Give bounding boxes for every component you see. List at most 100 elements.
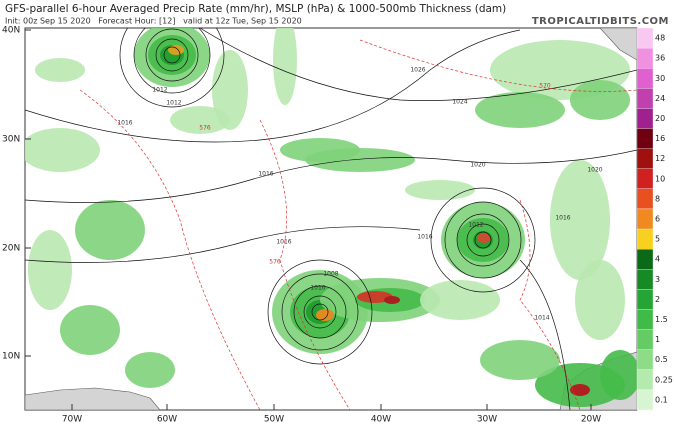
colorbar-swatch	[636, 188, 654, 210]
colorbar-label: 0.1	[655, 395, 668, 404]
colorbar-label: 12	[655, 154, 665, 163]
colorbar-label: 2	[655, 295, 660, 304]
precip-area	[480, 340, 560, 380]
colorbar-swatch	[636, 289, 654, 310]
contour-label: 1024	[452, 99, 467, 106]
contour-label: 1012	[468, 222, 483, 229]
colorbar-label: 1	[655, 335, 660, 344]
isobar	[303, 295, 337, 329]
precip-area	[125, 352, 175, 388]
contour-label: 1012	[152, 87, 167, 94]
colorbar-label: 10	[655, 174, 665, 183]
isobar	[25, 29, 521, 143]
precip-area	[28, 230, 72, 310]
isobar	[155, 38, 189, 72]
colorbar-label: 5	[655, 235, 660, 244]
precip-area	[305, 148, 415, 172]
heavy-precip	[384, 296, 400, 304]
isobar	[444, 201, 522, 279]
isobar	[466, 223, 500, 257]
colorbar-swatch	[636, 369, 654, 391]
colorbar-swatch	[636, 128, 654, 149]
land	[599, 28, 637, 61]
precip-area	[25, 128, 100, 172]
contour-label: 1016	[276, 239, 291, 246]
site-name: TROPICALTIDBITS.COM	[532, 16, 669, 27]
contour-label: 1016	[555, 215, 570, 222]
latitude-label: 10N	[2, 352, 20, 362]
colorbar-swatch	[636, 349, 654, 370]
colorbar-swatch	[636, 208, 654, 230]
colorbar-label: 3	[655, 275, 660, 284]
isobar	[145, 28, 199, 82]
colorbar-label: 0.25	[655, 375, 673, 384]
colorbar-swatch	[636, 168, 654, 189]
colorbar-swatch	[636, 269, 654, 290]
contour-label: 1016	[117, 120, 132, 127]
thickness-line	[519, 199, 581, 410]
contour-label: 1016	[258, 171, 273, 178]
isobar	[293, 285, 347, 339]
precip-area	[170, 106, 230, 134]
thickness-line	[259, 119, 351, 410]
heavy-precip	[316, 309, 334, 321]
precip-area	[475, 92, 565, 128]
isobar	[119, 28, 225, 108]
precip-area	[75, 200, 145, 260]
precip-area	[35, 58, 85, 82]
precip-area	[212, 50, 248, 130]
isobar	[311, 303, 329, 321]
contour-label: 1014	[534, 315, 549, 322]
isobar	[281, 273, 359, 351]
contour-label: 1020	[470, 162, 485, 169]
colorbar-label: 16	[655, 134, 665, 143]
contour-label: 1010	[310, 285, 325, 292]
precip-area	[273, 28, 297, 105]
contour-label: 576	[269, 259, 281, 266]
thickness-line	[79, 89, 261, 410]
isobar	[25, 226, 421, 263]
heavy-precip	[570, 384, 590, 396]
colorbar-swatch	[636, 309, 654, 330]
heavy-precip	[477, 233, 491, 243]
isobar	[25, 149, 637, 203]
contour-label: 570	[539, 83, 551, 90]
isobar	[267, 259, 373, 365]
isobar	[456, 213, 510, 267]
isobar	[199, 28, 637, 101]
colorbar-swatch	[636, 88, 654, 109]
precip-area	[575, 260, 625, 340]
isobar	[133, 28, 211, 94]
colorbar-swatch	[636, 148, 654, 169]
contour-label: 1026	[410, 67, 425, 74]
land	[25, 387, 161, 410]
heavy-precip	[168, 45, 184, 55]
longitude-label: 20W	[581, 415, 601, 425]
isobar	[163, 46, 181, 64]
colorbar-label: 48	[655, 34, 665, 43]
colorbar-label: 1.5	[655, 315, 668, 324]
colorbar-label: 6	[655, 215, 660, 224]
longitude-label: 70W	[62, 415, 82, 425]
map-title: GFS-parallel 6-hour Averaged Precip Rate…	[5, 3, 506, 15]
colorbar-swatch	[636, 108, 654, 129]
colorbar-label: 8	[655, 194, 660, 203]
latitude-label: 40N	[2, 26, 20, 36]
precip-area	[570, 80, 630, 120]
thickness-line	[359, 39, 637, 92]
precip-area	[600, 350, 637, 400]
latitude-label: 20N	[2, 244, 20, 254]
colorbar-swatch	[636, 389, 654, 411]
latitude-label: 30N	[2, 135, 20, 145]
colorbar-swatch	[636, 228, 654, 250]
longitude-label: 60W	[157, 415, 177, 425]
isobar	[474, 231, 492, 249]
colorbar-swatch	[636, 27, 654, 49]
precip-area	[420, 280, 500, 320]
longitude-label: 50W	[264, 415, 284, 425]
precip-area	[405, 180, 475, 200]
colorbar-label: 20	[655, 114, 665, 123]
colorbar-swatch	[636, 68, 654, 89]
contour-label: 1016	[417, 234, 432, 241]
